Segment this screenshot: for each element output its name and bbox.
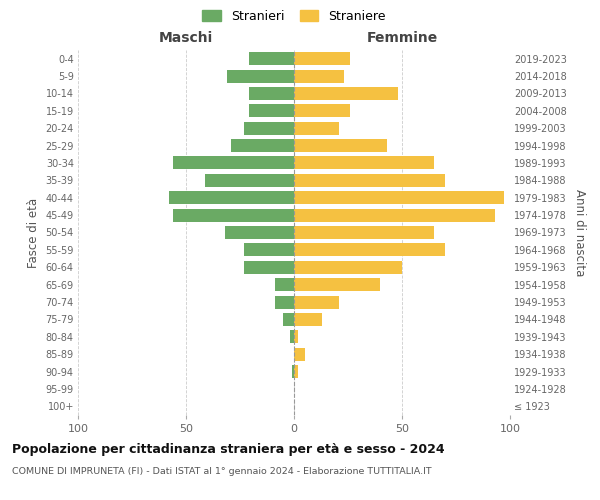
Bar (248, 87, 294, 100)
Bar (294, 260, 402, 274)
Text: Popolazione per cittadinanza straniera per età e sesso - 2024: Popolazione per cittadinanza straniera p… (12, 442, 445, 456)
Bar (283, 313, 294, 326)
Bar (169, 191, 294, 204)
Bar (294, 365, 298, 378)
Bar (294, 104, 350, 118)
Bar (294, 122, 340, 134)
Bar (292, 365, 294, 378)
Bar (248, 52, 294, 65)
Bar (294, 296, 340, 308)
Bar (294, 313, 322, 326)
Bar (294, 244, 445, 256)
Text: Maschi: Maschi (159, 31, 213, 45)
Bar (244, 244, 294, 256)
Y-axis label: Fasce di età: Fasce di età (27, 198, 40, 268)
Bar (275, 296, 294, 308)
Bar (294, 70, 344, 82)
Bar (294, 174, 445, 187)
Bar (248, 104, 294, 118)
Bar (294, 208, 495, 222)
Bar (232, 139, 294, 152)
Bar (244, 122, 294, 134)
Bar (294, 87, 398, 100)
Bar (294, 330, 298, 344)
Bar (225, 226, 294, 239)
Text: COMUNE DI IMPRUNETA (FI) - Dati ISTAT al 1° gennaio 2024 - Elaborazione TUTTITAL: COMUNE DI IMPRUNETA (FI) - Dati ISTAT al… (12, 468, 431, 476)
Bar (294, 348, 305, 360)
Y-axis label: Anni di nascita: Anni di nascita (574, 189, 586, 276)
Bar (290, 330, 294, 344)
Bar (227, 70, 294, 82)
Bar (173, 156, 294, 170)
Bar (294, 226, 434, 239)
Bar (275, 278, 294, 291)
Legend: Stranieri, Straniere: Stranieri, Straniere (199, 6, 389, 26)
Bar (294, 278, 380, 291)
Bar (294, 52, 350, 65)
Bar (294, 156, 434, 170)
Bar (205, 174, 294, 187)
Bar (294, 191, 503, 204)
Bar (294, 139, 387, 152)
Bar (173, 208, 294, 222)
Text: Femmine: Femmine (367, 31, 437, 45)
Bar (244, 260, 294, 274)
